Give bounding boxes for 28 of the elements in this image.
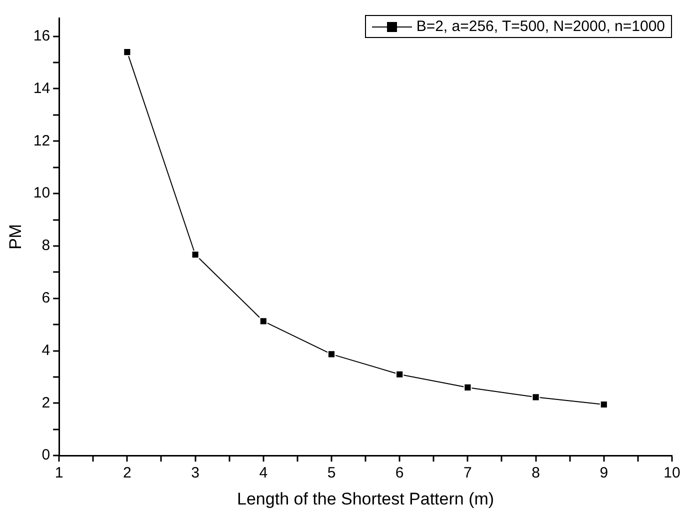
y-tick-label: 8 (42, 237, 50, 254)
point (532, 393, 540, 402)
x-tick-label: 6 (395, 464, 404, 482)
point (327, 350, 336, 358)
y-tick-label: 16 (33, 27, 50, 44)
legend-label: B=2, a=256, T=500, N=2000, n=1000 (416, 18, 665, 35)
x-tick-label: 8 (532, 464, 540, 482)
y-axis-title: PM (6, 224, 25, 250)
x-tick-label: 1 (54, 464, 64, 482)
y-tick-label: 2 (42, 394, 50, 412)
x-tick-label: 5 (327, 464, 336, 482)
x-tick-label: 3 (191, 464, 200, 482)
x-tick-label: 4 (259, 464, 268, 482)
y-tick-label: 10 (33, 184, 50, 202)
x-axis-title: Length of the Shortest Pattern (m) (237, 489, 494, 508)
y-tick-label: 4 (42, 342, 50, 359)
point (123, 48, 132, 56)
x-tick-label: 7 (464, 464, 472, 482)
y-tick-label: 0 (42, 446, 50, 464)
point (191, 250, 200, 259)
point (396, 370, 404, 378)
y-tick-label: 14 (33, 80, 50, 97)
x-tick-label: 10 (664, 464, 680, 482)
y-tick-label: 12 (33, 132, 50, 150)
y-tick-label: 6 (42, 290, 50, 307)
x-tick-label: 9 (600, 464, 608, 482)
point (259, 317, 268, 326)
x-tick-label: 2 (123, 464, 132, 482)
